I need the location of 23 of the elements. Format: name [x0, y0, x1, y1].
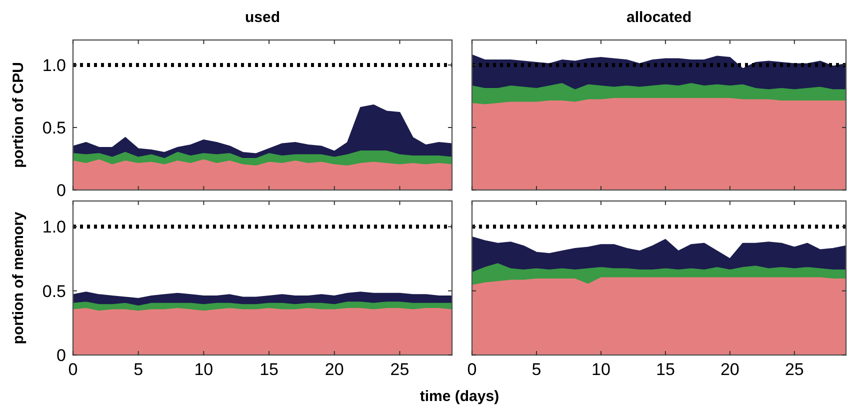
x-axis-title: time (days) — [420, 388, 500, 405]
y-tick-label: 0 — [56, 180, 66, 200]
x-tick-label: 5 — [532, 360, 542, 379]
x-tick-label: 20 — [324, 360, 344, 379]
y-tick-label: 1.0 — [42, 218, 66, 237]
x-tick-label: 0 — [68, 360, 78, 379]
x-tick-label: 25 — [784, 360, 804, 379]
x-tick-label: 5 — [134, 360, 144, 379]
x-tick-label: 15 — [260, 360, 278, 379]
y-tick-label: 1.0 — [42, 56, 66, 75]
x-tick-label: 20 — [720, 360, 740, 379]
y-tick-label: 0.5 — [42, 118, 66, 138]
y-tick-label: 0 — [56, 346, 66, 365]
y-axis-title: portion of memory — [10, 211, 27, 344]
chart-title: used — [244, 9, 280, 26]
x-tick-label: 15 — [656, 360, 675, 379]
y-axis-title: portion of CPU — [10, 62, 27, 168]
x-tick-label: 10 — [194, 360, 214, 379]
x-tick-label: 0 — [467, 360, 477, 379]
x-tick-label: 10 — [592, 360, 610, 379]
chart-title: allocated — [626, 9, 692, 26]
y-tick-label: 0.5 — [42, 282, 66, 301]
x-tick-label: 25 — [390, 360, 410, 379]
